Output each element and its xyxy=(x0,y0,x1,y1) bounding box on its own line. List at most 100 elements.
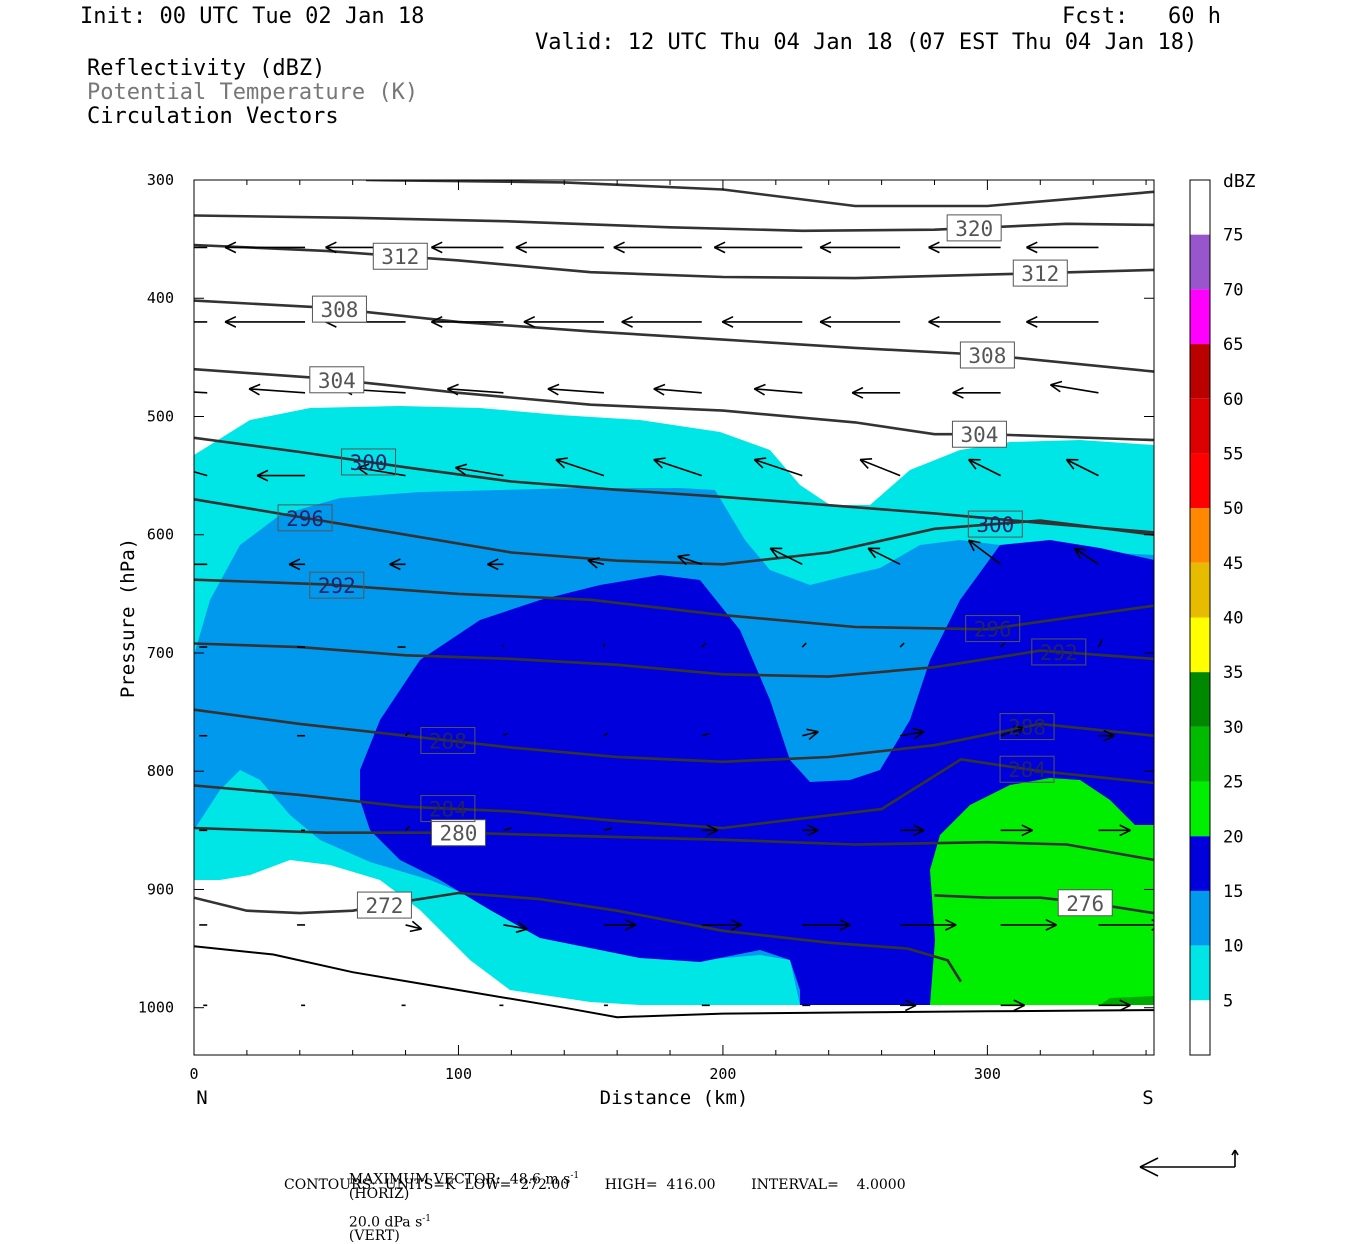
svg-text:288: 288 xyxy=(1008,716,1046,740)
contour-label-272: 272 xyxy=(357,892,411,918)
svg-text:300: 300 xyxy=(350,451,388,475)
colorbar-label: 20 xyxy=(1223,827,1243,847)
wind-vector xyxy=(929,242,1001,252)
colorbar-swatch xyxy=(1190,891,1210,946)
colorbar-swatch xyxy=(1190,453,1210,508)
wind-vector xyxy=(953,388,1001,398)
wind-vector xyxy=(1026,242,1098,252)
wind-vector xyxy=(516,242,604,252)
contour-label-288: 288 xyxy=(421,727,475,753)
colorbar-label: 10 xyxy=(1223,937,1243,957)
colorbar-label: 65 xyxy=(1223,335,1243,355)
theta-contour-top xyxy=(366,180,1154,206)
wind-vector xyxy=(431,242,503,252)
wind-vector xyxy=(622,317,702,327)
svg-text:288: 288 xyxy=(429,729,467,753)
reflectivity-fill xyxy=(194,406,1154,1005)
wind-vector xyxy=(1026,317,1098,327)
y-tick-label: 400 xyxy=(147,289,174,307)
x-tick-label: 100 xyxy=(445,1065,472,1083)
contour-label-320: 320 xyxy=(947,215,1001,241)
colorbar-label: 55 xyxy=(1223,444,1243,464)
colorbar-swatch xyxy=(1190,180,1210,235)
svg-text:292: 292 xyxy=(318,574,356,598)
wind-vector xyxy=(614,242,702,252)
svg-text:312: 312 xyxy=(381,245,419,269)
svg-text:292: 292 xyxy=(1040,641,1078,665)
contour-label-284: 284 xyxy=(421,796,475,822)
wind-vector xyxy=(1050,381,1098,392)
contour-label-284: 284 xyxy=(1000,756,1054,782)
y-tick-label: 1000 xyxy=(138,999,174,1017)
x-tick-label: 0 xyxy=(189,1065,198,1083)
contour-label-312: 312 xyxy=(1013,260,1067,286)
wind-vector xyxy=(820,317,900,327)
svg-text:296: 296 xyxy=(286,507,324,531)
contour-label-308: 308 xyxy=(960,342,1014,368)
contour-label-308: 308 xyxy=(312,296,366,322)
colorbar-label: 35 xyxy=(1223,663,1243,683)
colorbar-label: 70 xyxy=(1223,280,1243,300)
x-tick-label: 300 xyxy=(974,1065,1001,1083)
svg-text:320: 320 xyxy=(955,217,993,241)
refl-20-area xyxy=(930,778,1154,1005)
wind-vector xyxy=(754,385,802,395)
contour-label-292: 292 xyxy=(310,572,364,598)
wind-vector xyxy=(249,384,305,394)
wind-vector xyxy=(714,242,802,252)
wind-vector xyxy=(929,317,1001,327)
wind-vector xyxy=(860,459,900,476)
colorbar-swatch xyxy=(1190,289,1210,344)
svg-text:308: 308 xyxy=(968,344,1006,368)
wind-vector xyxy=(225,242,305,252)
y-tick-label: 300 xyxy=(147,171,174,189)
colorbar-label: 5 xyxy=(1223,991,1233,1011)
colorbar-label: 45 xyxy=(1223,554,1243,574)
unit-exponent-vert: -1 xyxy=(422,1214,431,1224)
wind-vector xyxy=(722,317,802,327)
colorbar-label: 40 xyxy=(1223,609,1243,629)
contour-label-304: 304 xyxy=(310,367,364,393)
svg-text:272: 272 xyxy=(365,894,403,918)
contour-label-296: 296 xyxy=(278,505,332,531)
y-tick-label: 900 xyxy=(147,880,174,898)
colorbar-swatch xyxy=(1190,235,1210,290)
wind-vector xyxy=(852,388,900,398)
contour-label-304: 304 xyxy=(952,421,1006,447)
x-axis-title: Distance (km) xyxy=(600,1087,749,1109)
contour-label-300: 300 xyxy=(968,511,1022,537)
x-tick-label: 200 xyxy=(709,1065,736,1083)
contour-label-276: 276 xyxy=(1058,890,1112,916)
colorbar-label: 25 xyxy=(1223,773,1243,793)
svg-text:284: 284 xyxy=(429,798,467,822)
y-tick-label: 800 xyxy=(147,762,174,780)
theta-contour-320 xyxy=(194,216,1154,231)
colorbar-title: dBZ xyxy=(1223,171,1256,192)
contour-label-312: 312 xyxy=(373,243,427,269)
svg-text:312: 312 xyxy=(1021,262,1059,286)
svg-text:284: 284 xyxy=(1008,758,1046,782)
y-tick-label: 500 xyxy=(147,407,174,425)
contour-label-300: 300 xyxy=(342,449,396,475)
theta-contour-312 xyxy=(194,245,1154,278)
colorbar-swatch xyxy=(1190,782,1210,837)
svg-text:296: 296 xyxy=(974,618,1012,642)
colorbar-label: 30 xyxy=(1223,718,1243,738)
colorbar-swatch xyxy=(1190,1000,1210,1055)
y-tick-label: 700 xyxy=(147,644,174,662)
contour-label-288: 288 xyxy=(1000,714,1054,740)
y-axis-title: Pressure (hPa) xyxy=(117,538,139,698)
colorbar-label: 75 xyxy=(1223,226,1243,246)
wind-vector xyxy=(654,385,702,395)
colorbar-swatch xyxy=(1190,344,1210,399)
colorbar-label: 15 xyxy=(1223,882,1243,902)
svg-text:308: 308 xyxy=(320,298,358,322)
contour-info: CONTOURS: UNITS=K LOW= 272.00 HIGH= 416.… xyxy=(284,1178,906,1192)
max-vector-note: MAXIMUM VECTOR: 48.6 m s-1 (HORIZ) 20.0 … xyxy=(340,1158,579,1243)
svg-text:276: 276 xyxy=(1066,892,1104,916)
colorbar-swatch xyxy=(1190,618,1210,673)
svg-text:304: 304 xyxy=(960,423,998,447)
colorbar-swatch xyxy=(1190,399,1210,454)
wind-vector xyxy=(548,384,604,394)
contour-label-280: 280 xyxy=(431,820,485,846)
